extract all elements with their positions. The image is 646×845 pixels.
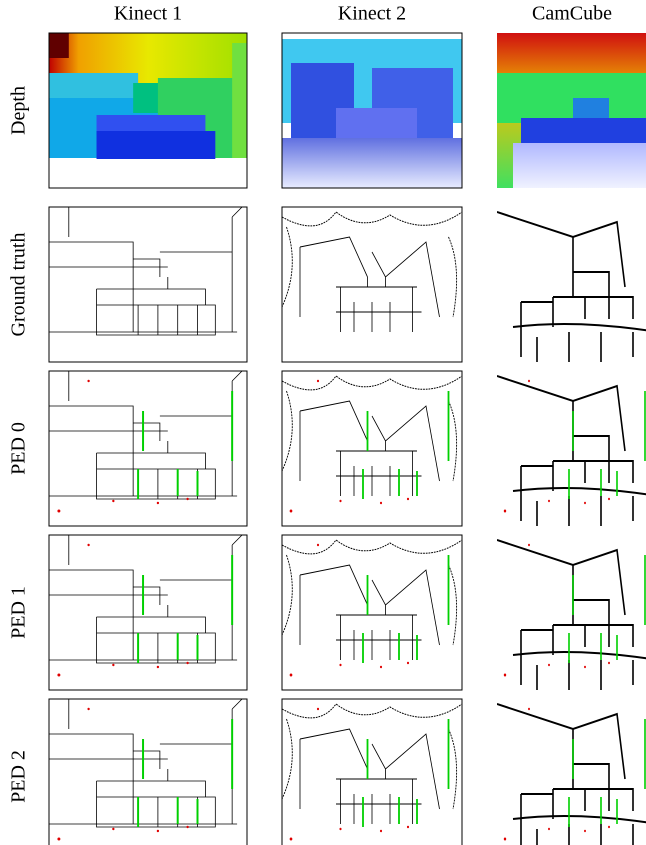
row-label: PED 0 bbox=[8, 422, 30, 475]
figure: Kinect 1 Kinect 2 CamCube Depth Ground truth… bbox=[0, 0, 646, 845]
row-label: Ground truth bbox=[8, 233, 30, 337]
image-cell bbox=[497, 371, 646, 526]
column-header: CamCube bbox=[532, 3, 612, 25]
row-label: PED 2 bbox=[8, 750, 30, 803]
image-cell bbox=[282, 207, 462, 362]
image-cell bbox=[497, 535, 646, 690]
image-cell bbox=[497, 33, 646, 188]
image-cell bbox=[282, 33, 462, 188]
image-cell bbox=[49, 535, 247, 690]
image-cell bbox=[497, 699, 646, 845]
image-cell bbox=[49, 699, 247, 845]
image-cell bbox=[282, 371, 462, 526]
column-header: Kinect 1 bbox=[114, 3, 182, 25]
image-cell bbox=[49, 207, 247, 362]
row-label: Depth bbox=[8, 86, 30, 135]
image-cell bbox=[49, 371, 247, 526]
row-label: PED 1 bbox=[8, 586, 30, 639]
image-cell bbox=[282, 699, 462, 845]
image-cell bbox=[49, 33, 247, 188]
column-header: Kinect 2 bbox=[338, 3, 406, 25]
image-cell bbox=[497, 207, 646, 362]
image-cell bbox=[282, 535, 462, 690]
